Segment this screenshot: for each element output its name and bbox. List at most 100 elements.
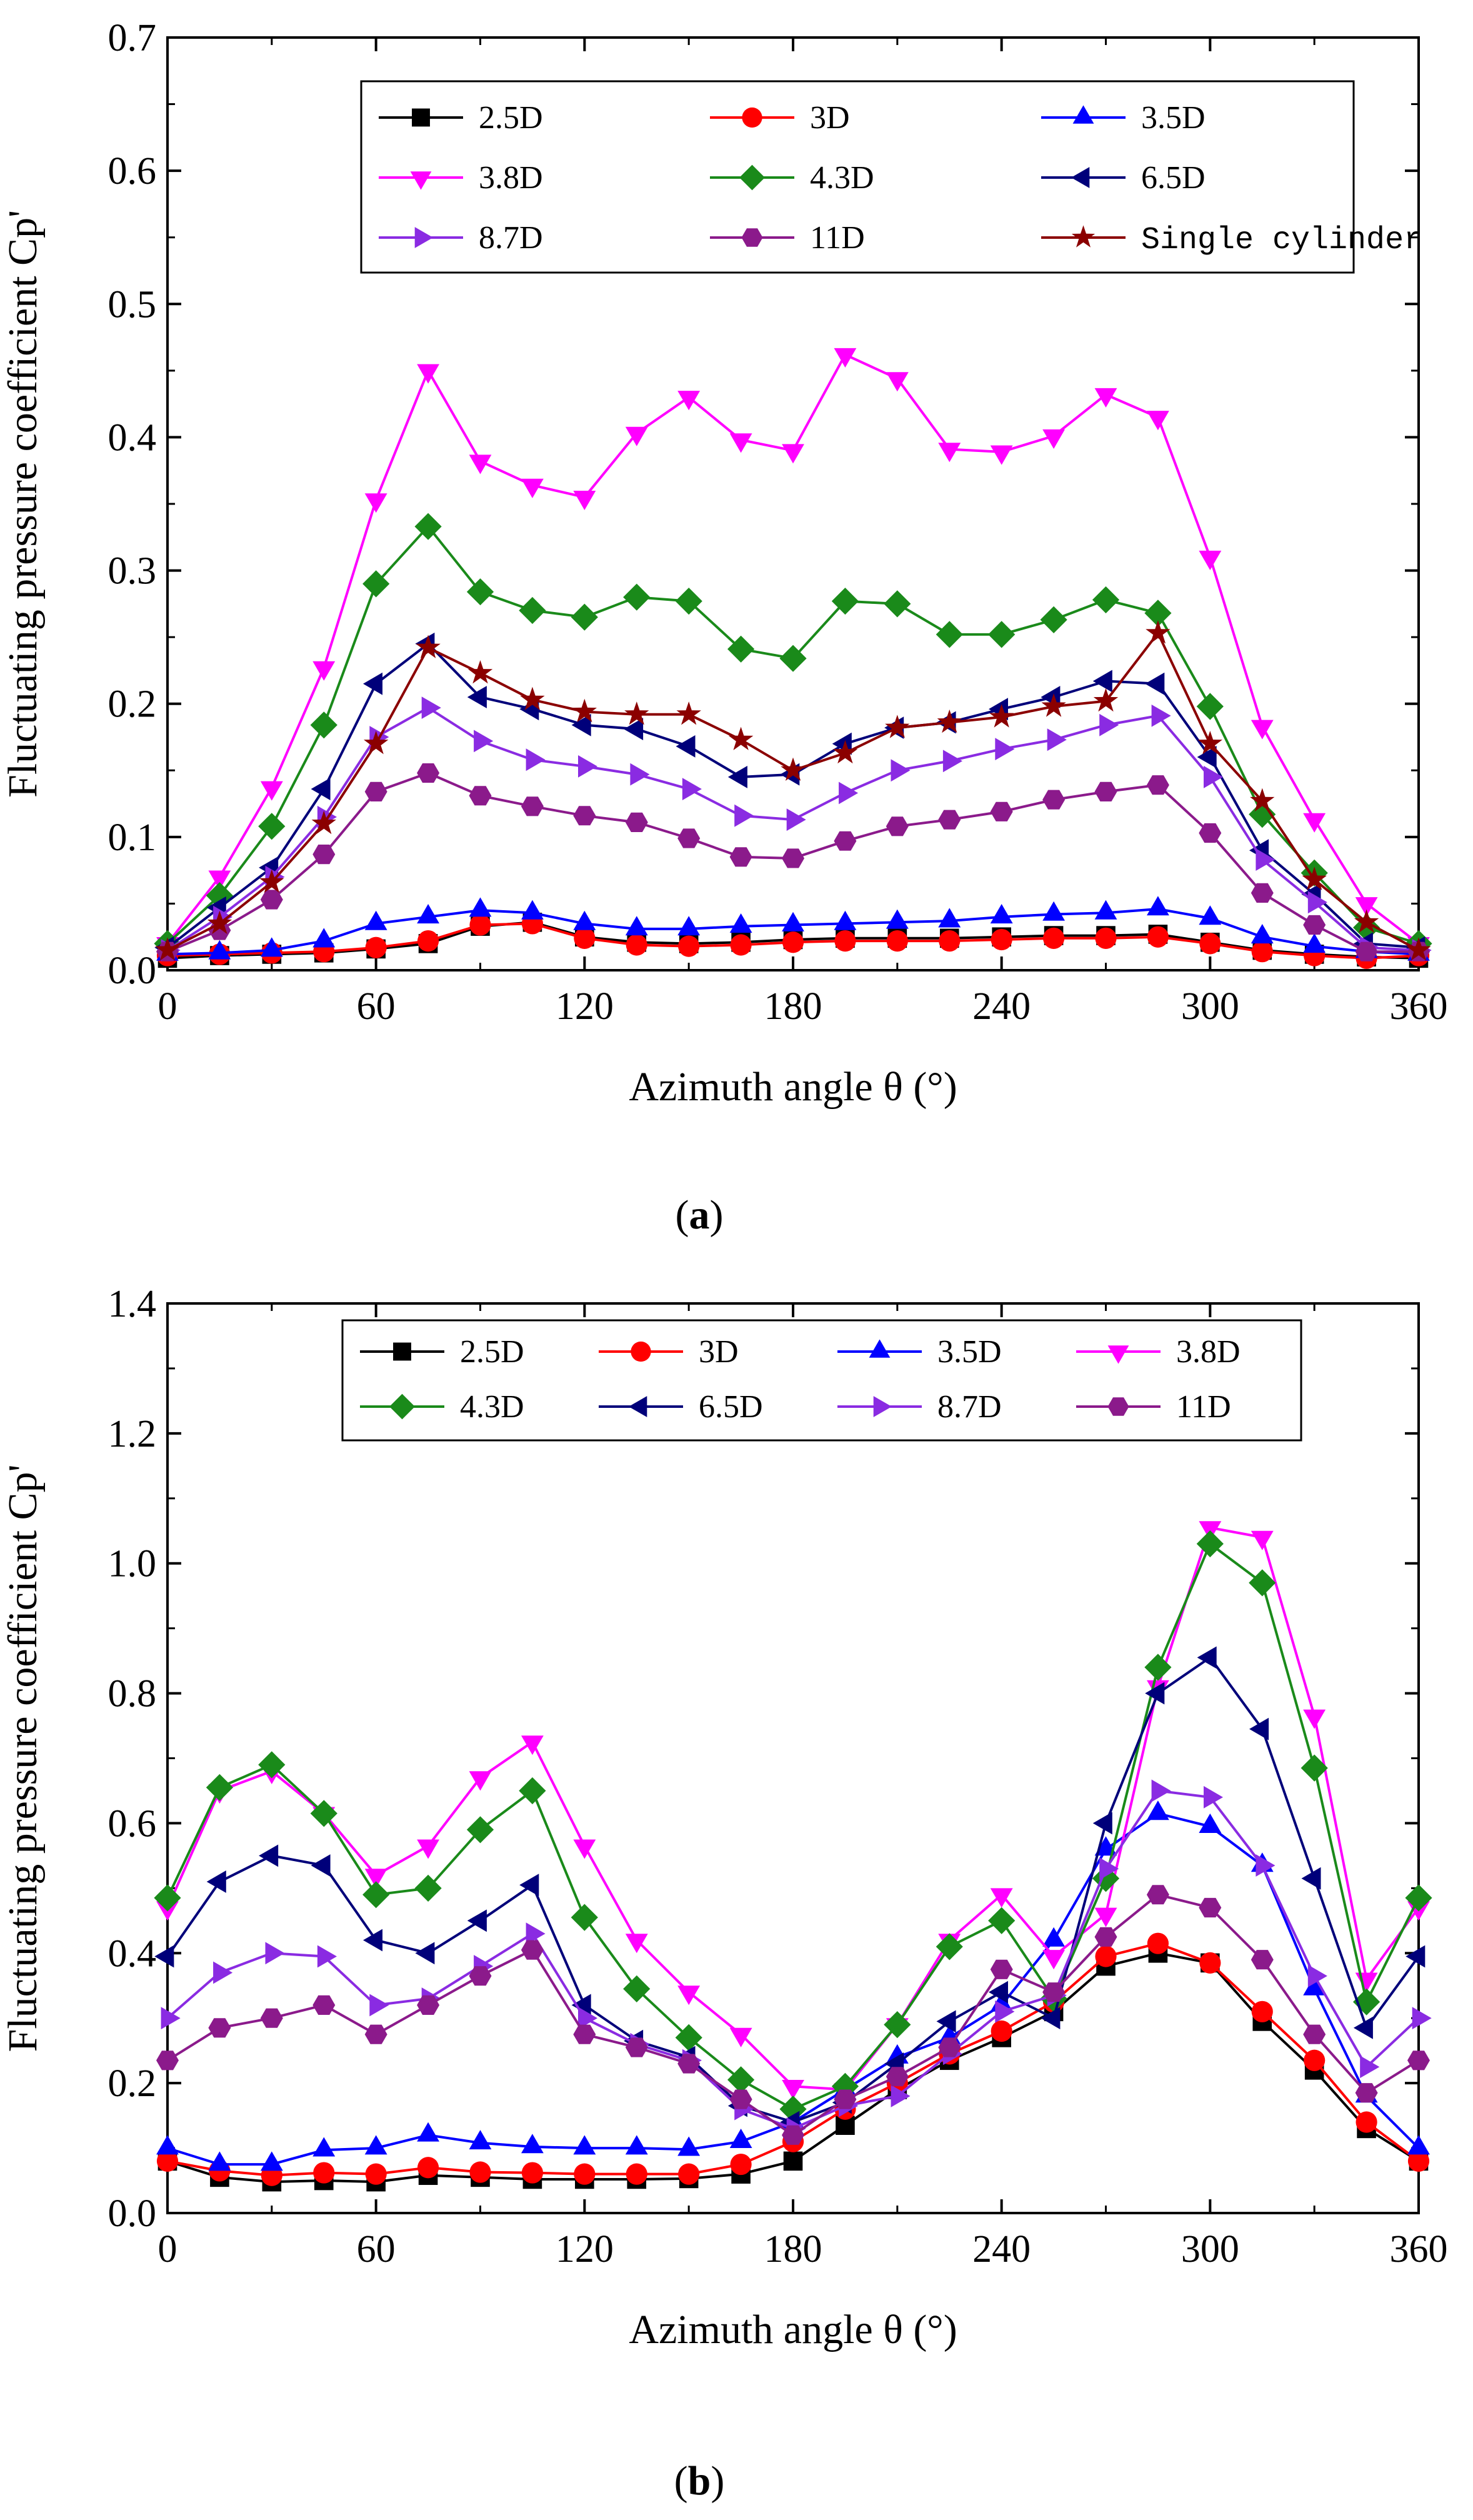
series-single-cylinder [155,620,1431,961]
panel-b: 0 60 120 180 240 300 360 0.0 0.2 0.4 0.6 0.8 1.0 1.2 1… [0,1283,1448,2504]
data-point-3-5d [208,940,231,960]
data-point-11d [1199,1897,1222,1918]
data-point-4-3d [154,1884,181,1912]
x-tick-label: 360 [1390,2228,1448,2271]
data-point-3-8d [312,661,336,681]
data-point-3-8d [364,493,387,513]
data-point-3-5d [1094,900,1117,920]
data-point-3-5d [1199,905,1222,925]
data-point-3-5d [1042,901,1065,921]
data-point-6-5d [363,672,382,695]
data-point-3-8d [938,443,961,463]
legend-marker [631,1341,651,1362]
data-point-4-3d [258,813,286,840]
legend-box [341,1319,1302,1442]
data-point-3-5d [364,2135,387,2155]
data-point-8-7d [526,1922,546,1945]
data-point-3-5d [1042,1927,1065,1947]
data-point-11d [886,816,909,836]
series-3d [156,1932,1430,2186]
x-tick-label: 180 [764,2228,822,2271]
data-point-3-5d [1199,1813,1222,1833]
data-point-3d [313,2162,335,2184]
data-point-11d [260,2008,283,2028]
legend-marker [393,1342,411,1361]
data-point-3d [1042,927,1065,949]
data-point-8-7d [369,1994,389,2017]
data-point-3d [1199,1952,1221,1974]
data-point-11d [782,2125,804,2145]
data-point-6-5d [676,735,696,758]
data-point-3-5d [469,2130,492,2150]
legend-item-3-8d: 3.8D [379,160,543,196]
data-point-4-3d [519,596,546,625]
data-point-6-5d [1406,1945,1426,1968]
data-point-single-cylinder [1041,693,1066,717]
y-tick-label: 0.6 [108,150,157,193]
data-point-3-8d [1303,813,1326,833]
y-tick-label: 0.4 [108,416,157,459]
data-point-3-8d [1094,1907,1117,1927]
x-tick-label: 180 [764,985,822,1028]
series-line-6-5d [166,642,1419,949]
data-point-3-5d [1303,933,1326,953]
data-point-4-3d [884,590,911,618]
data-point-11d [729,2089,752,2109]
x-tick-label: 0 [158,985,177,1028]
data-point-4-3d [310,711,337,739]
data-point-6-5d [1197,746,1217,768]
data-point-3-5d [364,910,387,930]
series-line-3-8d [166,1526,1420,2091]
data-point-11d [1251,1950,1274,1970]
data-point-3d [991,928,1012,951]
data-point-11d [1303,915,1326,935]
data-point-3d [1356,2111,1377,2133]
x-axis-label: Azimuth angle θ (°) [629,2307,957,2352]
data-point-4-3d [675,588,702,615]
x-tick-label: 120 [556,985,614,1028]
y-tick-label: 1.0 [108,1543,157,1585]
data-point-6-5d [467,1909,487,1932]
data-point-4-3d [727,2066,755,2094]
data-point-8-7d [1099,1857,1119,1880]
data-point-3d [991,2020,1012,2042]
x-tick-label: 240 [972,985,1031,1028]
y-tick-label: 0.6 [108,1802,157,1845]
data-point-11d [521,796,544,816]
data-point-4-3d [206,1774,233,1801]
data-point-4-3d [571,1904,598,1931]
data-point-3-5d [625,916,648,936]
data-point-6-5d [1301,1867,1321,1890]
x-tick-label: 300 [1181,985,1239,1028]
data-point-6-5d [727,766,747,788]
panel-caption: (b) [674,2458,725,2504]
data-point-8-7d [1204,766,1223,788]
y-tick-label: 0.0 [108,950,157,992]
data-point-6-5d [1145,672,1165,695]
data-point-11d [469,786,492,806]
data-point-2-5d [783,2151,803,2171]
caption-letter: b [688,2458,711,2504]
data-point-11d [834,2089,857,2109]
data-point-4-3d [519,1777,546,1805]
data-point-11d [1251,883,1274,903]
data-point-3-5d [1147,1800,1169,1820]
data-point-3-8d [677,1985,701,2005]
data-point-3d [782,931,804,953]
data-point-3d [1095,1945,1117,1967]
data-point-4-3d [988,1907,1016,1934]
data-point-11d [1146,775,1169,795]
data-point-4-3d [1040,606,1067,633]
caption-close: ) [711,2458,724,2504]
legend-box [360,80,1355,274]
data-point-8-7d [1307,891,1327,914]
series-4-3d [154,1530,1432,2123]
y-tick-label: 0.8 [108,1673,157,1715]
x-tick-label: 120 [556,2228,614,2271]
data-point-11d [1042,790,1066,810]
data-point-11d [625,812,648,832]
data-point-8-7d [421,696,441,719]
legend-marker [1071,167,1090,188]
data-point-6-5d [624,718,644,741]
